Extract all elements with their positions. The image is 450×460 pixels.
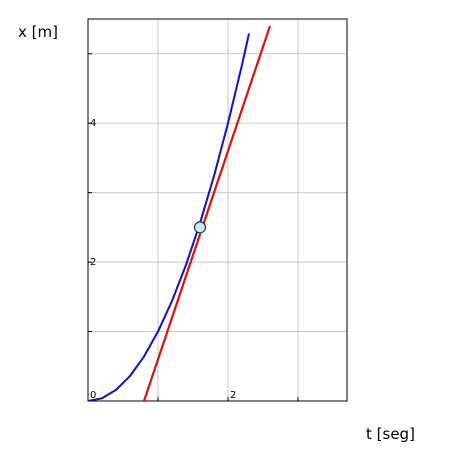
position-curve — [88, 33, 250, 401]
x-tick-label: 2 — [230, 390, 236, 401]
tangent-point-marker — [193, 221, 207, 234]
x-axis-label: t [seg] — [366, 425, 415, 443]
tangent-line — [142, 25, 272, 401]
y-tick-label: 4 — [90, 118, 96, 129]
y-tick-label: 2 — [90, 257, 96, 268]
plot-frame — [87, 18, 348, 402]
y-axis-label: x [m] — [18, 23, 58, 41]
x-tick-label: 0 — [90, 390, 96, 401]
